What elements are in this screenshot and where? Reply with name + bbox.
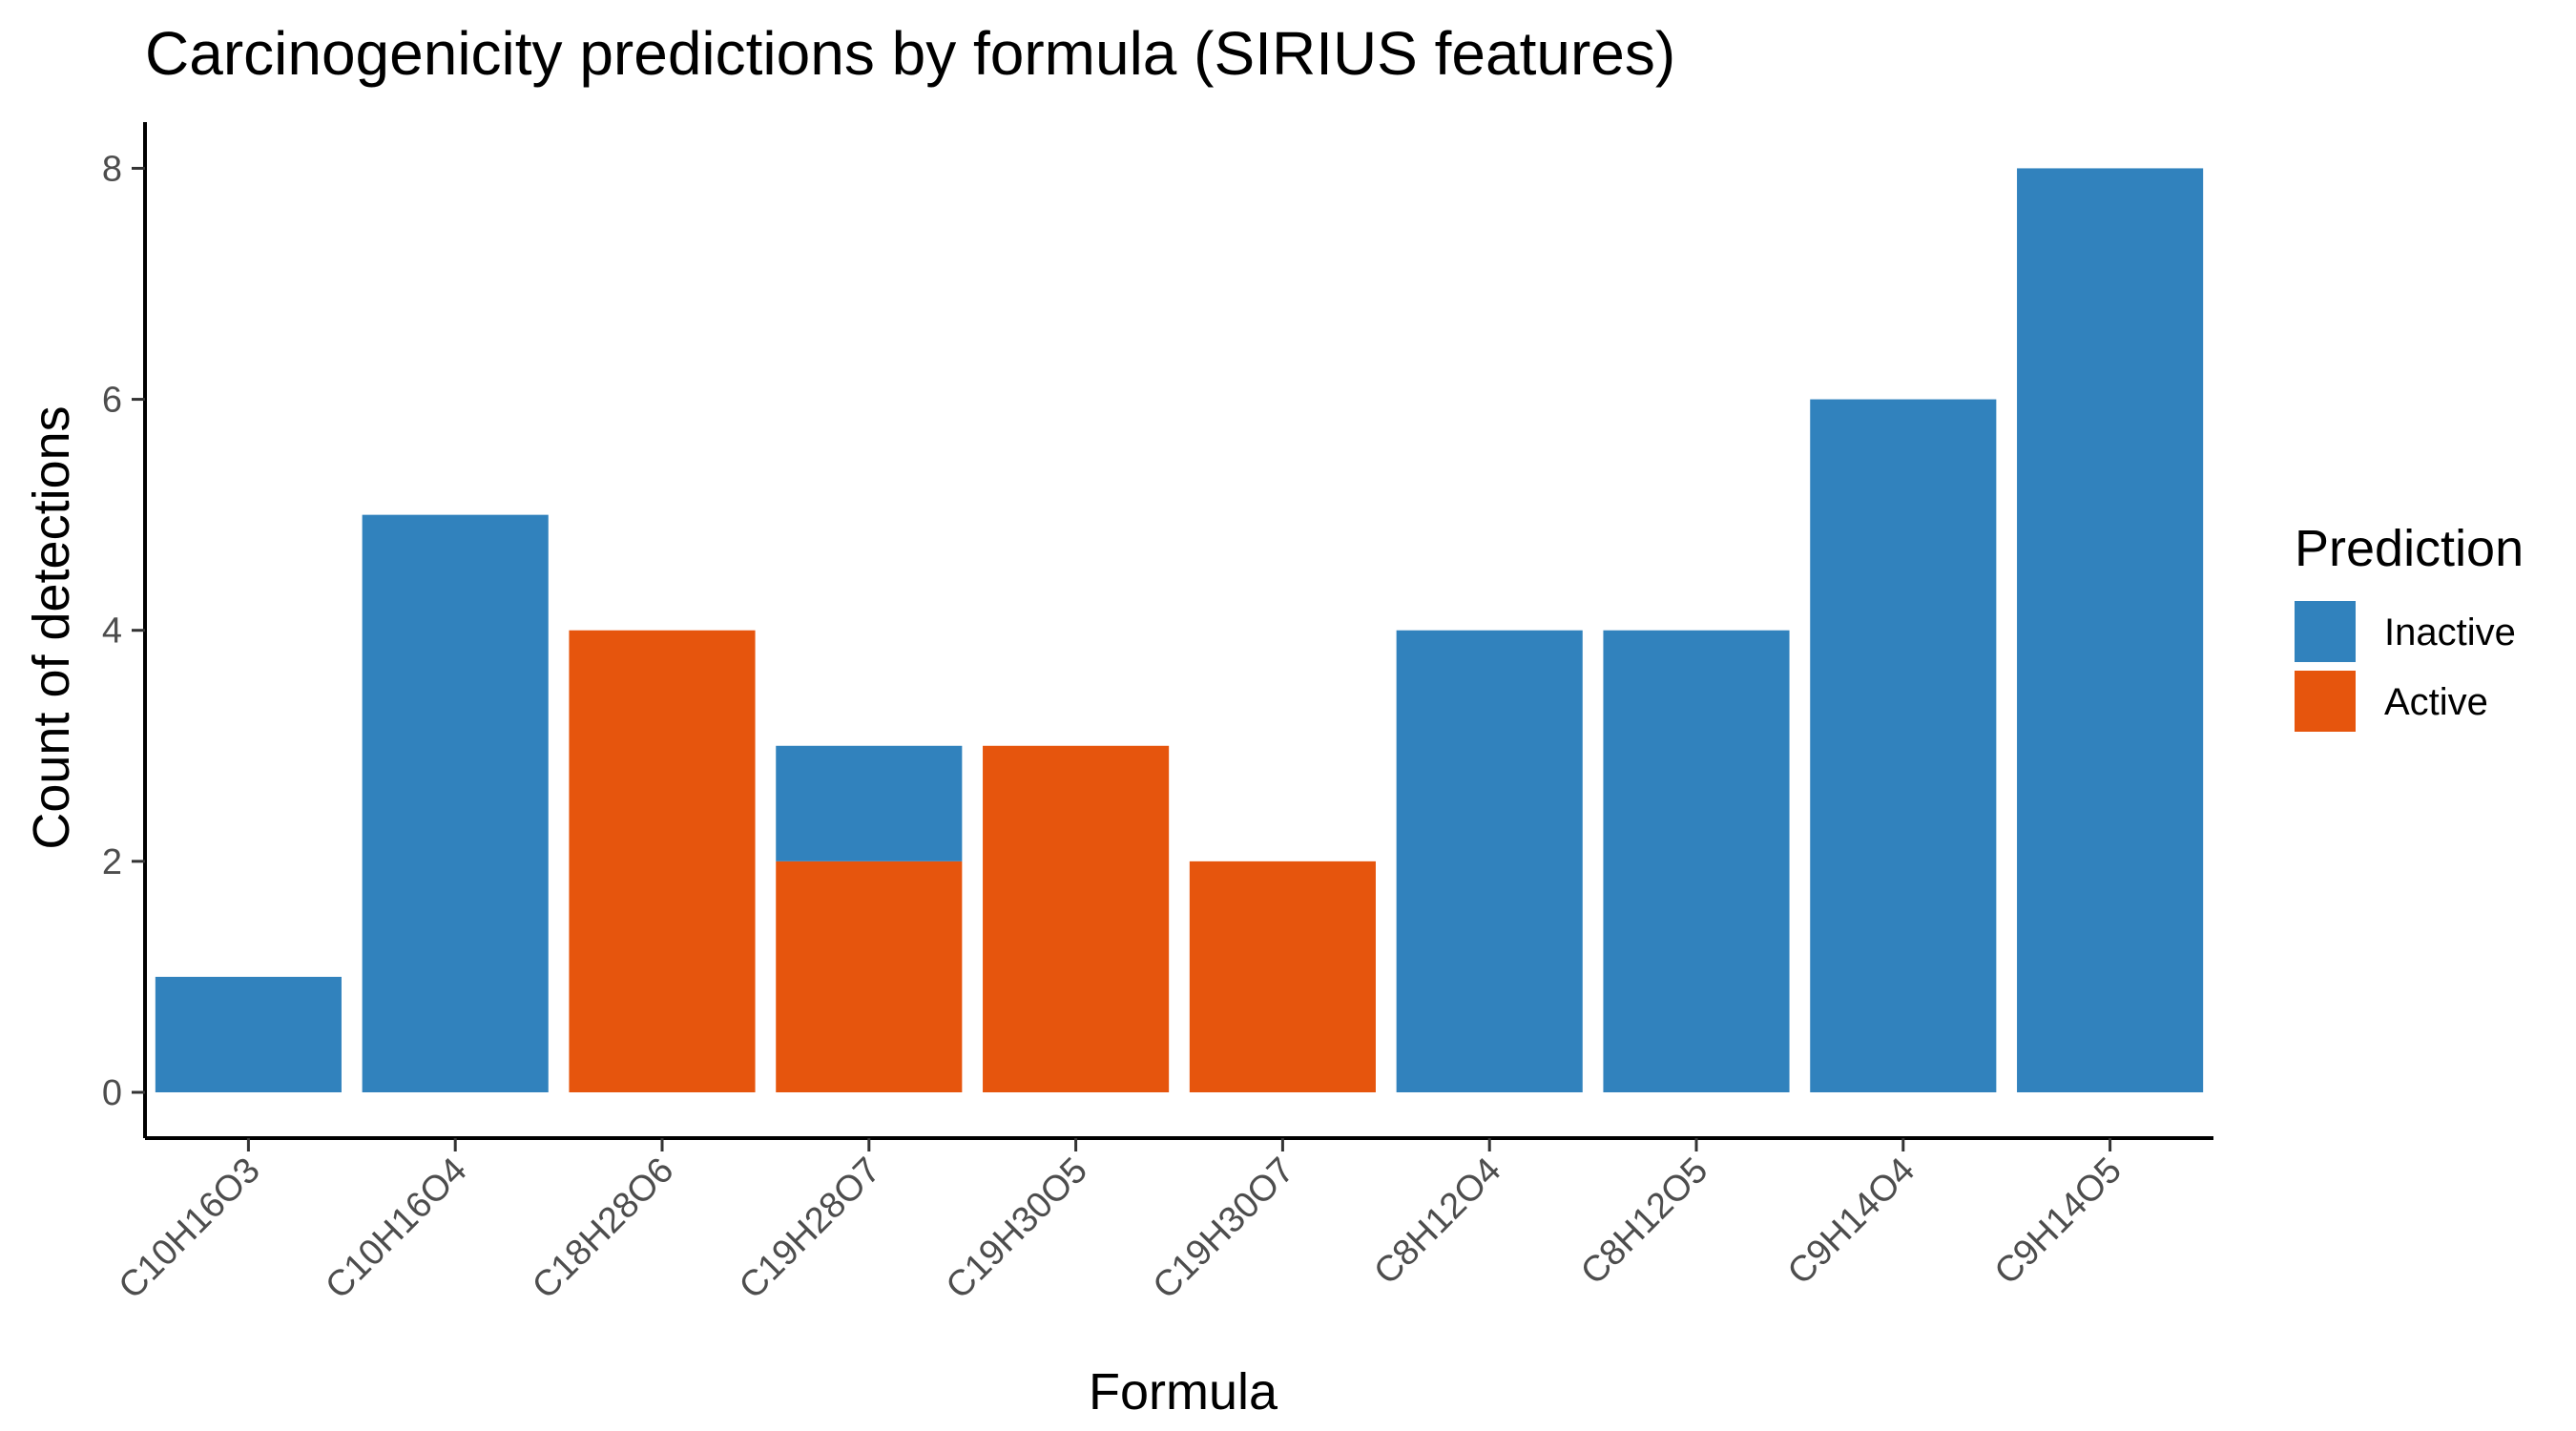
bar-C19H30O5-active [983, 745, 1170, 1092]
x-tick-label: C19H28O7 [732, 1151, 888, 1307]
y-axis-title: Count of detections [23, 405, 80, 849]
x-tick-label: C19H30O7 [1146, 1151, 1302, 1307]
y-tick-label: 4 [102, 612, 122, 652]
bar-C9H14O5-inactive [2017, 168, 2204, 1092]
plot-area [155, 168, 2204, 1093]
x-tick-label: C10H16O4 [318, 1151, 474, 1307]
x-axis-title: Formula [1089, 1363, 1278, 1421]
bar-C19H28O7-inactive [776, 745, 963, 861]
bar-C10H16O3-inactive [155, 976, 342, 1092]
legend-title: Prediction [2295, 520, 2524, 577]
bar-C19H28O7-active [776, 861, 963, 1092]
bar-C8H12O5-inactive [1603, 630, 1790, 1092]
x-tick-label: C19H30O5 [939, 1151, 1095, 1307]
y-tick-label: 0 [102, 1073, 122, 1113]
bar-C18H28O6-active [569, 630, 756, 1092]
x-tick-label: C9H14O4 [1780, 1151, 1922, 1293]
x-tick-label: C8H12O4 [1366, 1151, 1508, 1293]
legend-key-inactive [2295, 601, 2356, 662]
legend-label-active: Active [2384, 681, 2488, 723]
bar-C19H30O7-active [1189, 861, 1376, 1092]
bar-C9H14O4-inactive [1810, 399, 1997, 1093]
x-tick-label: C10H16O3 [112, 1151, 268, 1307]
bar-C10H16O4-inactive [362, 514, 549, 1092]
legend-key-active [2295, 671, 2356, 732]
y-tick-label: 8 [102, 149, 122, 189]
y-tick-label: 6 [102, 381, 122, 421]
x-tick-label: C18H28O6 [525, 1151, 681, 1307]
bar-C8H12O4-inactive [1396, 630, 1583, 1092]
legend: Prediction Inactive Active [2295, 520, 2524, 732]
x-tick-label: C9H14O5 [1987, 1151, 2129, 1293]
x-tick-label: C8H12O5 [1573, 1151, 1715, 1293]
legend-label-inactive: Inactive [2384, 612, 2516, 653]
chart-title: Carcinogenicity predictions by formula (… [145, 19, 1675, 88]
y-tick-label: 2 [102, 842, 122, 882]
